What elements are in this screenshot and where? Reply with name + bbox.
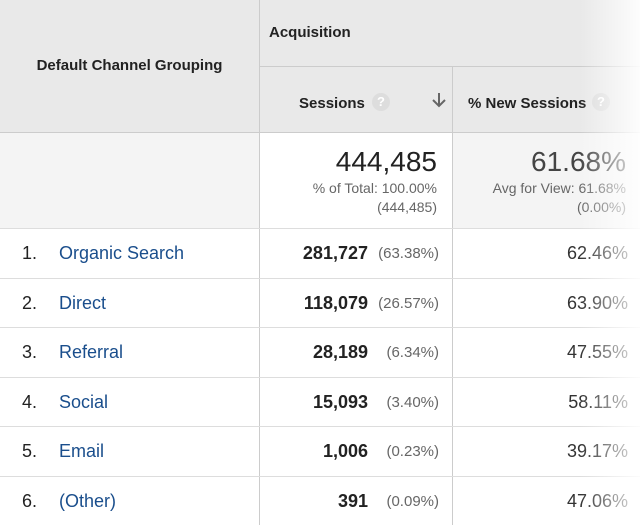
sessions-share: (6.34%) <box>386 344 439 361</box>
divider <box>259 0 260 525</box>
channel-link[interactable]: (Other) <box>59 490 117 511</box>
sessions-share: (26.57%) <box>378 294 439 312</box>
total-value: 61.68% <box>531 146 626 177</box>
row-divider <box>0 426 640 427</box>
sessions: 281,727 <box>302 243 368 263</box>
rank: 4. <box>22 391 38 412</box>
total-note: Avg for View: 61.68% <box>492 180 626 196</box>
sessions: 28,189 <box>312 342 368 362</box>
help-icon[interactable]: ? <box>592 93 610 111</box>
channel-link[interactable]: Referral <box>59 342 124 362</box>
sessions: 15,093 <box>312 391 368 412</box>
channel-link[interactable]: Organic Search <box>59 243 185 263</box>
sessions: 118,079 <box>303 292 368 313</box>
new-sessions: 39.17% <box>566 441 628 461</box>
new-sessions: 63.90% <box>566 292 628 313</box>
sessions-share: (63.38%) <box>378 245 439 262</box>
dimension-header[interactable]: Default Channel Grouping <box>36 57 223 74</box>
row-divider <box>0 475 640 477</box>
new-sessions: 62.46% <box>566 243 628 263</box>
column-header[interactable]: % New Sessions <box>468 95 587 112</box>
sessions-share: (0.09%) <box>386 492 439 510</box>
group-header: Acquisition <box>269 24 351 41</box>
channel-link[interactable]: Social <box>59 391 109 412</box>
rank: 6. <box>22 490 38 511</box>
sessions: 391 <box>337 490 368 511</box>
help-icon[interactable]: ? <box>372 93 390 111</box>
sessions-share: (3.40%) <box>386 393 439 411</box>
channel-link[interactable]: Direct <box>59 292 107 313</box>
new-sessions: 47.55% <box>566 342 628 362</box>
total-note: (444,485) <box>377 199 437 215</box>
sessions: 1,006 <box>322 441 368 461</box>
row-divider <box>0 228 640 229</box>
row-divider <box>0 376 640 378</box>
total-note: (0.00%) <box>576 199 626 215</box>
row-divider <box>0 327 640 328</box>
new-sessions: 58.11% <box>568 391 628 412</box>
row-divider <box>0 277 640 279</box>
totals-bg <box>0 133 259 228</box>
sort-arrow[interactable] <box>430 91 448 109</box>
rank: 3. <box>22 342 38 362</box>
divider <box>452 66 453 525</box>
new-sessions: 47.06% <box>566 490 628 511</box>
total-note: % of Total: 100.00% <box>312 180 437 196</box>
divider <box>259 66 640 67</box>
sessions-share: (0.23%) <box>386 443 439 460</box>
divider <box>0 132 640 133</box>
column-header[interactable]: Sessions <box>299 95 365 112</box>
rank: 5. <box>22 441 38 461</box>
rank: 1. <box>22 243 38 263</box>
rank: 2. <box>22 292 38 313</box>
channel-link[interactable]: Email <box>59 441 105 461</box>
total-value: 444,485 <box>335 146 437 177</box>
